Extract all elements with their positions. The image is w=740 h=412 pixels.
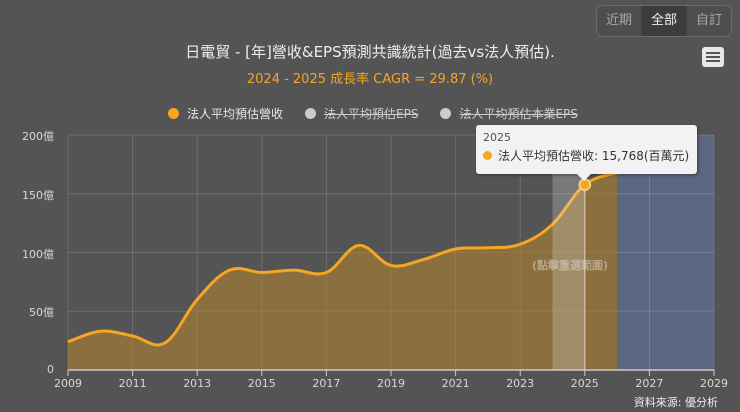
x-axis-tick: 2017	[312, 377, 341, 390]
legend-item-revenue[interactable]: 法人平均預估營收	[168, 105, 283, 122]
legend-label: 法人平均預估營收	[187, 107, 284, 121]
legend-item-core-eps[interactable]: 法人平均預估本業EPS	[440, 105, 578, 122]
x-axis-tick: 2015	[247, 377, 276, 390]
legend-item-eps[interactable]: 法人平均預估EPS	[305, 105, 418, 122]
y-axis-tick: 150億	[22, 188, 54, 202]
y-axis-tick: 200億	[22, 130, 54, 143]
chart-tooltip: 2025 法人平均預估營收: 15,768(百萬元)	[476, 125, 697, 181]
x-axis-tick: 2011	[118, 377, 147, 390]
x-axis-tick: 2009	[54, 377, 82, 390]
legend-label: 法人平均預估本業EPS	[459, 107, 578, 121]
x-axis-tick: 2029	[700, 377, 728, 390]
y-axis-tick: 50億	[29, 306, 54, 320]
range-button-custom[interactable]: 自訂	[695, 13, 722, 28]
data-source: 資料來源: 優分析	[633, 396, 718, 409]
selection-band[interactable]	[552, 165, 585, 370]
x-axis-tick: 2025	[570, 377, 599, 390]
chart-legend: 法人平均預估營收 法人平均預估EPS 法人平均預估本業EPS	[168, 105, 578, 122]
forecast-band	[617, 135, 714, 370]
reset-zoom-hint[interactable]: (點擊重選範圍)	[531, 259, 609, 272]
chart-title: 日電貿 - [年]營收&EPS預測共識統計(過去vs法人預估).	[185, 43, 555, 61]
x-axis-tick: 2019	[377, 377, 405, 390]
tooltip-year: 2025	[483, 131, 511, 144]
tooltip-series-dot-icon	[483, 151, 492, 160]
legend-dot-icon	[440, 108, 452, 119]
chart-subtitle: 2024 - 2025 成長率 CAGR = 29.87 (%)	[246, 72, 494, 87]
revenue-area	[68, 172, 618, 370]
legend-label: 法人平均預估EPS	[324, 107, 419, 121]
hamburger-menu-icon[interactable]	[702, 47, 724, 67]
range-selector: 近期 全部 自訂	[595, 5, 732, 37]
range-button-recent[interactable]: 近期	[597, 6, 642, 36]
x-axis-tick: 2021	[441, 377, 470, 390]
revenue-line	[67, 171, 618, 347]
y-axis-tick: 100億	[22, 247, 54, 261]
x-axis-tick: 2027	[635, 377, 664, 390]
y-axis-tick: 0	[47, 363, 54, 376]
legend-dot-icon	[305, 108, 317, 119]
range-button-all[interactable]: 全部	[641, 6, 687, 36]
x-axis-tick: 2023	[506, 377, 535, 390]
legend-dot-icon	[168, 108, 179, 119]
x-axis-tick: 2013	[183, 377, 212, 390]
tooltip-series: 法人平均預估營收: 15,768(百萬元)	[498, 149, 690, 163]
